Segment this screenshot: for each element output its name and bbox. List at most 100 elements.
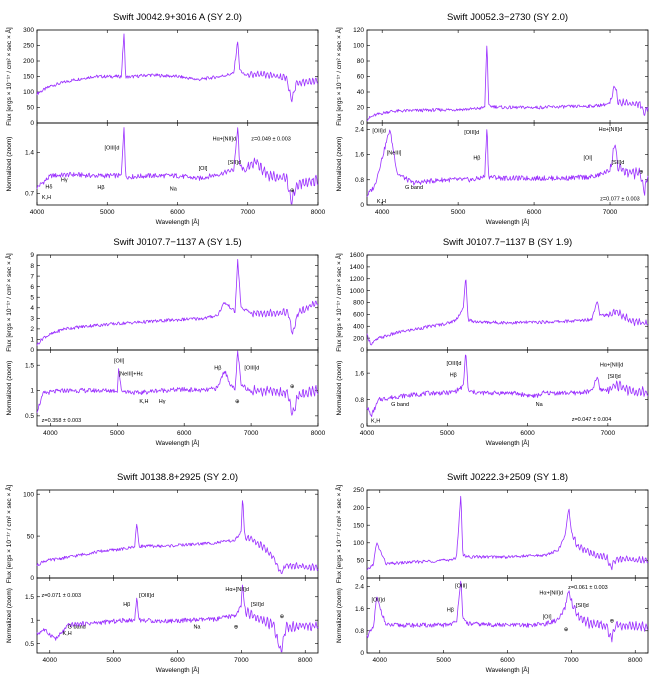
line-annotation: ⊕ xyxy=(280,614,285,620)
y-tick-label: 1.5 xyxy=(25,362,34,369)
line-annotation: Hα+[NII]d xyxy=(599,127,623,133)
norm-spectrum-line xyxy=(366,580,649,643)
norm-axis-label: Normalized (zoom) xyxy=(336,137,343,192)
line-annotation: Hβ xyxy=(123,602,130,608)
norm-axis-label: Normalized (zoom) xyxy=(6,588,13,643)
flux-spectrum-line xyxy=(366,45,649,122)
x-tick-label: 6000 xyxy=(527,209,542,216)
line-annotation: z=0.049 ± 0.003 xyxy=(251,137,291,143)
line-annotation: [OI] xyxy=(199,166,208,172)
y-tick-label: 0 xyxy=(360,650,364,657)
x-tick-label: 4000 xyxy=(360,430,375,437)
line-annotation: [NeIII]+Hε xyxy=(119,371,144,377)
line-annotation: Hγ xyxy=(159,399,166,405)
x-axis-label: Wavelength [Å] xyxy=(486,217,530,226)
y-tick-label: 9 xyxy=(30,252,34,259)
line-annotation: ⊕ xyxy=(564,627,569,633)
flux-spectrum-line xyxy=(366,279,649,346)
flux-axis-label: Flux [ergs × 10⁻¹⁷ / cm² × sec × Å] xyxy=(4,485,13,584)
x-tick-label: 5000 xyxy=(106,657,121,664)
flux-frame xyxy=(366,489,649,579)
norm-spectrum-line xyxy=(366,354,649,418)
line-annotation: K,H xyxy=(63,631,72,637)
line-annotation: Na xyxy=(170,186,178,192)
line-annotation: [SII]d xyxy=(612,160,625,166)
spectrum-panel: Swift J0138.8+2925 (SY 2.0) Flux [ergs × … xyxy=(4,472,319,674)
norm-frame xyxy=(36,577,319,654)
line-annotation: [SII]d xyxy=(608,374,621,380)
y-tick-label: 0.5 xyxy=(25,641,34,648)
line-annotation: [OIII]d xyxy=(139,593,154,599)
x-tick-label: 5000 xyxy=(110,430,125,437)
x-tick-label: 7000 xyxy=(234,657,249,664)
y-tick-label: 0 xyxy=(30,120,34,127)
y-tick-label: 0.5 xyxy=(25,413,34,420)
y-tick-label: 150 xyxy=(353,522,364,529)
y-tick-label: 200 xyxy=(353,335,364,342)
spectrum-panel: Swift J0222.3+2509 (SY 1.8) Flux [ergs × … xyxy=(334,472,649,674)
y-tick-label: 0.8 xyxy=(355,628,364,635)
norm-axis-label: Normalized (zoom) xyxy=(336,588,343,643)
norm-axis-label: Normalized (zoom) xyxy=(6,361,13,416)
x-tick-label: 7000 xyxy=(244,430,259,437)
x-tick-label: 6000 xyxy=(170,209,185,216)
y-tick-label: 600 xyxy=(353,312,364,319)
y-tick-label: 1.6 xyxy=(355,152,364,159)
x-tick-label: 4000 xyxy=(43,657,58,664)
y-tick-label: 40 xyxy=(357,89,365,96)
line-annotation: K,H xyxy=(371,419,380,425)
x-tick-label: 4000 xyxy=(375,209,390,216)
norm-frame xyxy=(366,122,649,206)
panel-title: Swift J0107.7−1137 B (SY 1.9) xyxy=(443,237,572,248)
y-tick-label: 1.6 xyxy=(355,370,364,377)
line-annotation: [OI] xyxy=(583,155,592,161)
y-tick-label: 0 xyxy=(30,575,34,582)
y-tick-label: 1200 xyxy=(350,276,365,283)
y-tick-label: 1600 xyxy=(350,252,365,259)
line-annotation: Hγ xyxy=(61,178,68,184)
line-annotation: Hβ xyxy=(450,372,457,378)
y-tick-label: 0.8 xyxy=(355,177,364,184)
panel-title: Swift J0138.8+2925 (SY 2.0) xyxy=(117,472,238,483)
line-annotation: Hα+[NII]d xyxy=(600,363,624,369)
line-annotation: Hα+[NII]d xyxy=(213,137,237,143)
y-tick-label: 8 xyxy=(30,263,34,270)
line-annotation: [SII]d xyxy=(228,160,241,166)
y-tick-label: 50 xyxy=(27,533,35,540)
flux-frame xyxy=(36,254,319,351)
line-annotation: Na xyxy=(536,402,544,408)
y-tick-label: 400 xyxy=(353,323,364,330)
flux-axis-label: Flux [ergs × 10⁻¹⁷ / cm² × sec × Å] xyxy=(334,485,343,584)
line-annotation: [SII]d xyxy=(576,603,589,609)
y-tick-label: 300 xyxy=(23,27,34,34)
y-tick-label: 0 xyxy=(360,347,364,354)
y-tick-label: 20 xyxy=(357,105,365,112)
x-tick-label: 6000 xyxy=(177,430,192,437)
line-annotation: K,H xyxy=(42,195,51,201)
y-tick-label: 6 xyxy=(30,284,34,291)
panel-title: Swift J0107.7−1137 A (SY 1.5) xyxy=(113,237,241,248)
line-annotation: Hβ xyxy=(473,155,480,161)
line-annotation: Hα+[NII]d xyxy=(225,587,249,593)
line-annotation: [SII]d xyxy=(251,602,264,608)
y-tick-label: 100 xyxy=(353,43,364,50)
norm-frame xyxy=(36,122,319,206)
y-tick-label: 200 xyxy=(353,505,364,512)
x-tick-label: 5000 xyxy=(436,657,451,664)
y-tick-label: 50 xyxy=(27,105,35,112)
flux-spectrum-line xyxy=(36,33,318,103)
line-annotation: G band xyxy=(391,402,409,408)
y-tick-label: 120 xyxy=(353,27,364,34)
spectrum-panel: Swift J0052.3−2730 (SY 2.0) Flux [ergs × … xyxy=(334,12,649,226)
x-tick-label: 6000 xyxy=(170,657,185,664)
line-annotation: [OIII]d xyxy=(464,130,479,136)
y-tick-label: 1 xyxy=(30,617,34,624)
line-annotation: [OIII]d xyxy=(244,365,259,371)
line-annotation: K,H xyxy=(139,399,148,405)
line-annotation: [OI] xyxy=(543,614,552,620)
spectrum-panel: Swift J0107.7−1137 B (SY 1.9) Flux [ergs … xyxy=(334,237,649,447)
y-tick-label: 7 xyxy=(30,273,34,280)
line-annotation: Hβ xyxy=(214,365,221,371)
y-tick-label: 50 xyxy=(357,558,365,565)
line-annotation: G band xyxy=(68,625,86,631)
